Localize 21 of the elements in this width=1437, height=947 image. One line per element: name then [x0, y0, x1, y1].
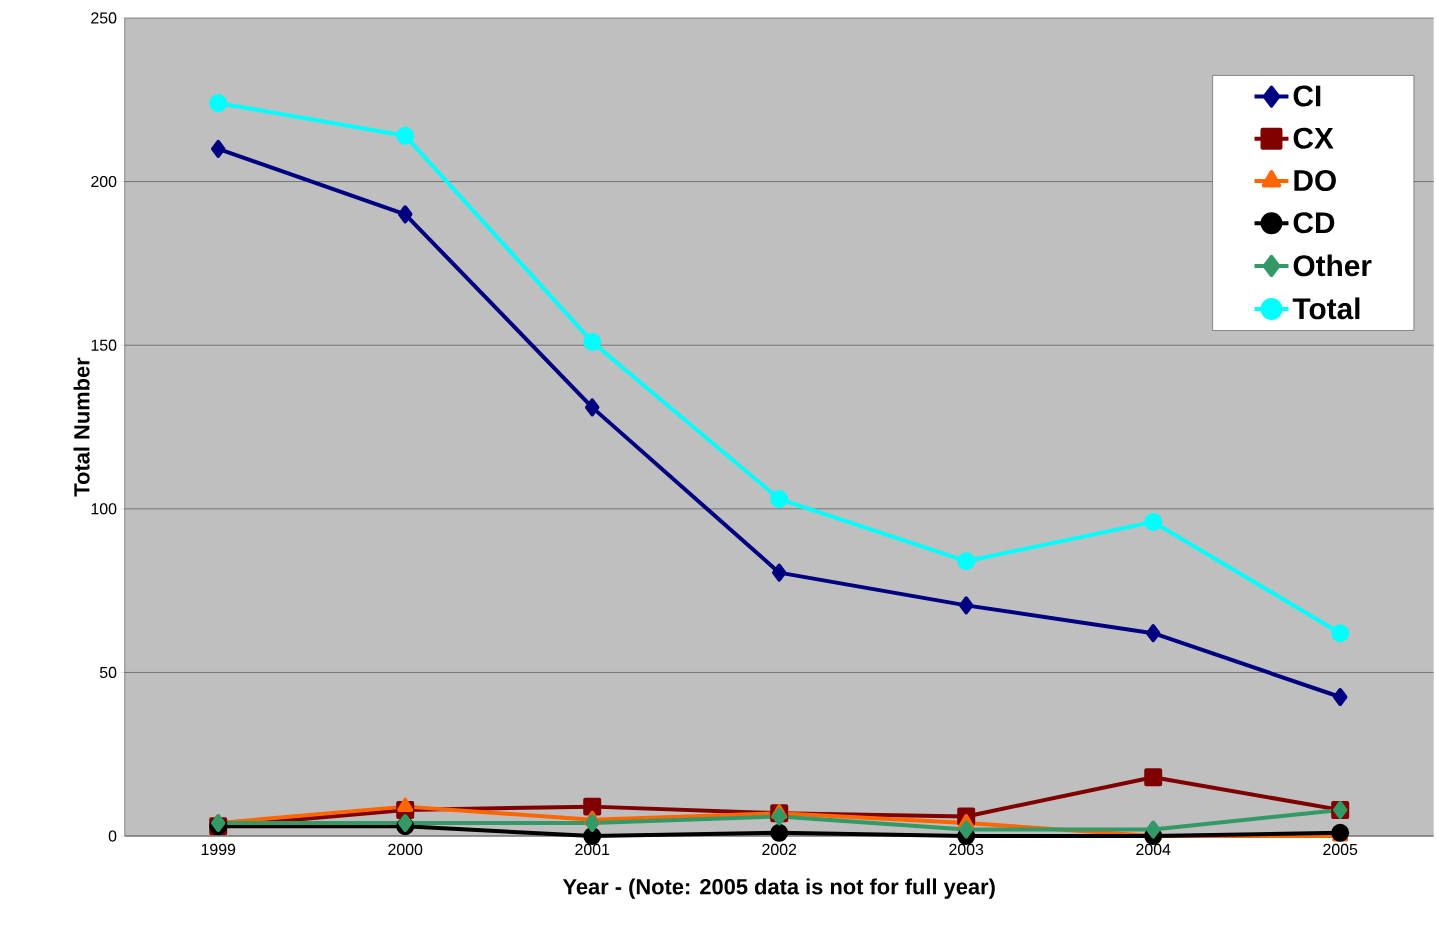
- x-tick-label: 2005: [1323, 843, 1358, 856]
- legend-label: DO: [1294, 169, 1336, 192]
- x-tick-label: 1999: [201, 843, 236, 856]
- y-tick-label: 50: [99, 666, 117, 679]
- y-tick-label: 200: [91, 176, 117, 188]
- x-tick-label: 2002: [762, 843, 797, 856]
- y-tick-label: 150: [91, 339, 117, 351]
- x-axis-title: Year - (Note: 2005 data is not for full year): [562, 878, 995, 899]
- legend-label: CI: [1293, 85, 1321, 107]
- x-tick-label: 2000: [388, 843, 423, 856]
- y-tick-label: 250: [91, 12, 117, 24]
- x-tick-label: 2001: [575, 843, 610, 856]
- legend-label: CX: [1293, 127, 1334, 149]
- y-tick-label: 0: [108, 830, 117, 842]
- y-tick-label: 100: [91, 503, 117, 515]
- legend-label: Other: [1293, 254, 1372, 277]
- legend-label: CD: [1293, 212, 1335, 234]
- x-tick-label: 2004: [1136, 843, 1171, 856]
- legend-label: Total: [1292, 297, 1360, 320]
- x-tick-label: 2003: [949, 843, 984, 856]
- y-axis-title: Total Number: [73, 357, 90, 497]
